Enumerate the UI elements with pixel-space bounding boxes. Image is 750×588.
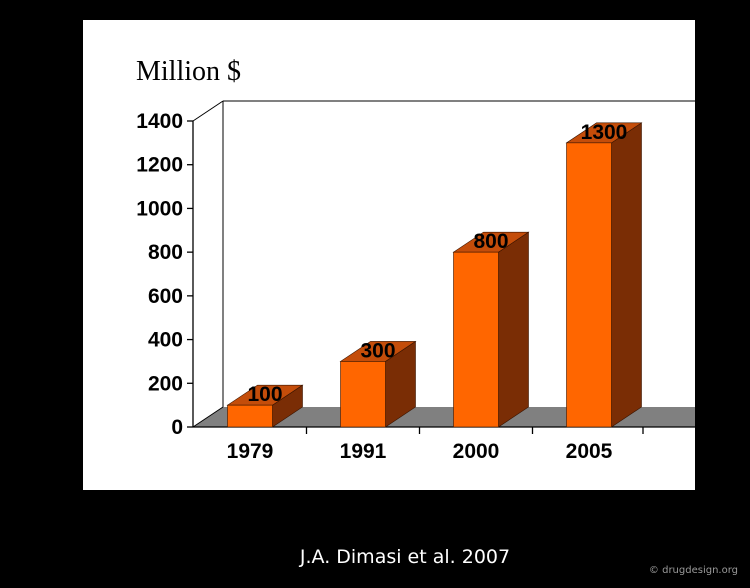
x-tick-label: 2000	[453, 440, 500, 463]
data-label: 100	[247, 383, 282, 406]
data-label: 300	[360, 339, 395, 362]
y-tick-label: 0	[171, 416, 183, 439]
bar	[227, 404, 273, 428]
bar-chart: 0 200 400 600 800 1000 1200 1400 1979 1991 2000 200…	[136, 100, 695, 463]
y-tick-label: 1000	[136, 197, 183, 220]
y-tick-label: 1400	[136, 110, 183, 133]
chart-panel: Million $ 0 200 400 600 800 1000 1200 1400 1979 1…	[83, 20, 695, 490]
bar-side	[611, 122, 642, 428]
bar-side	[498, 231, 529, 428]
y-tick-label: 200	[148, 372, 183, 395]
data-label: 1300	[581, 121, 628, 144]
bar	[453, 251, 499, 428]
y-axis-top-connector	[192, 100, 224, 122]
x-tick-label: 2005	[566, 440, 613, 463]
y-tick-label: 400	[148, 329, 183, 352]
y-tick-label: 600	[148, 285, 183, 308]
chart-unit-label: Million $	[136, 56, 242, 87]
x-tick-label: 1979	[227, 440, 274, 463]
x-tick-label: 1991	[340, 440, 387, 463]
data-label: 800	[473, 230, 508, 253]
y-tick-label: 1200	[136, 154, 183, 177]
citation: J.A. Dimasi et al. 2007	[299, 546, 511, 568]
watermark: © drugdesign.org	[648, 565, 738, 576]
bar	[566, 142, 612, 428]
bar	[340, 361, 386, 428]
y-tick-label: 800	[148, 241, 183, 264]
y-axis-base-connector	[192, 406, 224, 428]
